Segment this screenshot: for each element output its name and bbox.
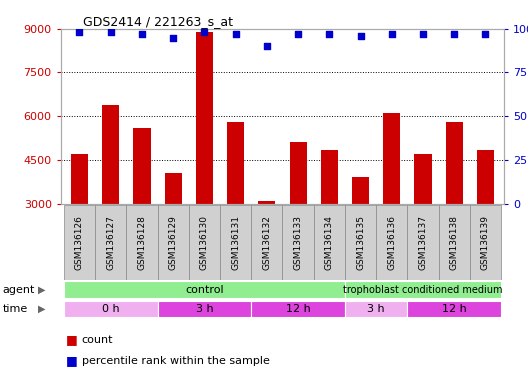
Point [419,31,427,37]
Point [482,31,490,37]
Text: 3 h: 3 h [195,304,213,314]
Text: GSM136134: GSM136134 [325,215,334,270]
Text: count: count [82,335,114,345]
Bar [477,150,494,204]
Point [294,31,303,37]
Text: control: control [185,285,224,295]
Text: GSM136127: GSM136127 [106,215,115,270]
Bar [64,205,95,280]
Text: agent: agent [3,285,35,295]
Point [138,31,146,37]
Text: GSM136137: GSM136137 [419,215,428,270]
Bar [157,205,189,280]
Point [200,29,209,35]
Bar [189,205,220,280]
Bar [282,205,314,280]
Text: time: time [3,304,28,314]
Bar [470,205,501,280]
Text: ▶: ▶ [38,304,45,314]
Point [231,31,240,37]
Bar [376,205,408,280]
Bar [95,205,126,280]
Text: 0 h: 0 h [102,304,119,314]
Bar [439,205,470,280]
Bar [196,32,213,204]
Bar [345,281,501,298]
Bar [126,205,157,280]
Bar [446,122,463,204]
Text: ■: ■ [66,354,78,367]
Bar [320,150,338,204]
Point [388,31,396,37]
Point [262,43,271,49]
Bar [220,205,251,280]
Text: 12 h: 12 h [442,304,467,314]
Bar [408,205,439,280]
Text: 12 h: 12 h [286,304,310,314]
Text: GSM136126: GSM136126 [75,215,84,270]
Bar [102,104,119,204]
Bar [71,154,88,204]
Text: GSM136135: GSM136135 [356,215,365,270]
Bar [157,301,251,317]
Text: GDS2414 / 221263_s_at: GDS2414 / 221263_s_at [83,15,233,28]
Text: percentile rank within the sample: percentile rank within the sample [82,356,270,366]
Text: GSM136128: GSM136128 [137,215,146,270]
Bar [251,301,345,317]
Text: GSM136132: GSM136132 [262,215,271,270]
Point [325,31,334,37]
Text: GSM136138: GSM136138 [450,215,459,270]
Text: GSM136131: GSM136131 [231,215,240,270]
Point [356,33,365,39]
Bar [64,301,157,317]
Text: GSM136129: GSM136129 [168,215,177,270]
Bar [383,113,400,204]
Text: GSM136133: GSM136133 [294,215,303,270]
Bar [64,281,345,298]
Bar [352,177,369,204]
Text: trophoblast conditioned medium: trophoblast conditioned medium [343,285,503,295]
Bar [165,173,182,204]
Text: GSM136130: GSM136130 [200,215,209,270]
Bar [345,205,376,280]
Bar [227,122,244,204]
Text: 3 h: 3 h [367,304,385,314]
Text: ▶: ▶ [38,285,45,295]
Bar [408,301,501,317]
Text: ■: ■ [66,333,78,346]
Bar [251,205,282,280]
Bar [345,301,408,317]
Bar [314,205,345,280]
Point [450,31,458,37]
Bar [258,200,276,204]
Point [107,29,115,35]
Text: GSM136139: GSM136139 [481,215,490,270]
Point [169,35,177,41]
Bar [289,142,307,204]
Bar [134,128,150,204]
Bar [414,154,431,204]
Text: GSM136136: GSM136136 [388,215,397,270]
Point [75,29,83,35]
